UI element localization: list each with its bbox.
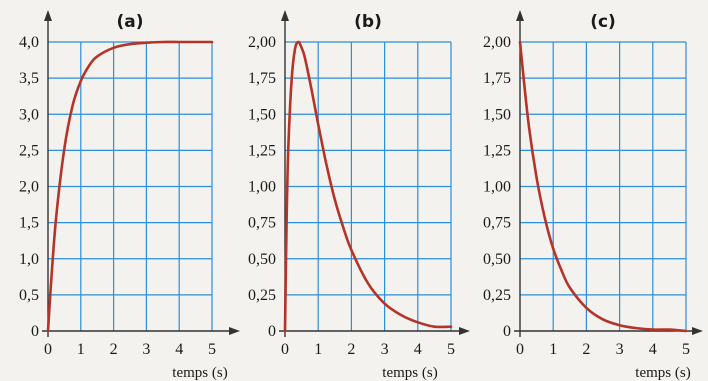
y-axis-arrow: [281, 10, 289, 21]
x-tick-label: 1: [77, 341, 85, 358]
x-tick-label: 2: [110, 341, 118, 358]
x-tick-label: 2: [582, 341, 590, 358]
x-tick-label: 1: [314, 341, 322, 358]
y-tick-label: 1,25: [248, 142, 276, 159]
y-tick-label: 0,5: [19, 287, 39, 304]
x-axis-label: temps (s): [382, 365, 437, 381]
y-tick-label: 2,00: [248, 34, 276, 51]
y-tick-label: 0: [503, 323, 511, 340]
x-tick-label: 2: [347, 341, 355, 358]
y-tick-label: 0,50: [483, 251, 511, 268]
y-tick-label: 3,0: [19, 106, 39, 123]
chart-title: (a): [116, 12, 143, 32]
chart-panel-b: 0 1 2 3 4 500,250,500,751,001,251,501,752,00 …: [248, 10, 470, 381]
y-tick-label: 0,75: [483, 215, 511, 232]
x-tick-label: 5: [208, 341, 216, 358]
y-tick-label: 1,0: [19, 251, 39, 268]
y-tick-label: 0,25: [248, 287, 276, 304]
y-tick-label: 3,5: [19, 70, 39, 87]
x-axis-arrow: [692, 327, 703, 335]
y-tick-label: 0: [268, 323, 276, 340]
chart-title: (c): [590, 12, 616, 32]
y-tick-label: 0: [31, 323, 39, 340]
x-tick-label: 4: [649, 341, 657, 358]
x-tick-label: 4: [175, 341, 183, 358]
y-tick-label: 1,50: [483, 106, 511, 123]
x-tick-label: 0: [44, 341, 52, 358]
x-axis-label: temps (s): [635, 365, 690, 381]
chart-panel-a: 0 1 2 3 4 5 0 0,5 1,0 1,5 2,0 2,5 3,0 3,5 4,0 (a) temp…: [19, 10, 240, 381]
y-tick-label: 2,5: [19, 142, 39, 159]
x-tick-label: 3: [381, 341, 389, 358]
series-line: [283, 40, 453, 333]
x-tick-label: 5: [682, 341, 690, 358]
y-tick-label: 1,75: [248, 70, 276, 87]
y-tick-label: 0,25: [483, 287, 511, 304]
y-axis-arrow: [44, 10, 52, 21]
chart-panel-c: 0 1 2 3 4 500,250,500,751,001,251,501,752,00 …: [483, 10, 703, 381]
x-tick-label: 4: [414, 341, 422, 358]
y-tick-label: 2,00: [483, 34, 511, 51]
y-tick-label: 1,25: [483, 142, 511, 159]
y-tick-label: 1,50: [248, 106, 276, 123]
x-tick-label: 3: [142, 341, 150, 358]
y-axis-arrow: [516, 10, 524, 21]
chart-title: (b): [354, 12, 382, 32]
x-axis-label: temps (s): [172, 365, 227, 381]
x-tick-label: 0: [516, 341, 524, 358]
y-tick-label: 1,00: [248, 179, 276, 196]
y-tick-label: 1,00: [483, 179, 511, 196]
y-tick-label: 2,0: [19, 179, 39, 196]
y-tick-label: 0,50: [248, 251, 276, 268]
y-tick-label: 1,75: [483, 70, 511, 87]
x-tick-label: 3: [616, 341, 624, 358]
y-tick-label: 0,75: [248, 215, 276, 232]
x-tick-label: 0: [281, 341, 289, 358]
x-axis-arrow: [229, 327, 240, 335]
series-line: [518, 40, 688, 333]
y-tick-label: 4,0: [19, 34, 39, 51]
x-tick-label: 5: [447, 341, 455, 358]
x-axis-arrow: [459, 327, 470, 335]
x-tick-label: 1: [549, 341, 557, 358]
y-tick-label: 1,5: [19, 215, 39, 232]
series-line: [46, 40, 214, 333]
